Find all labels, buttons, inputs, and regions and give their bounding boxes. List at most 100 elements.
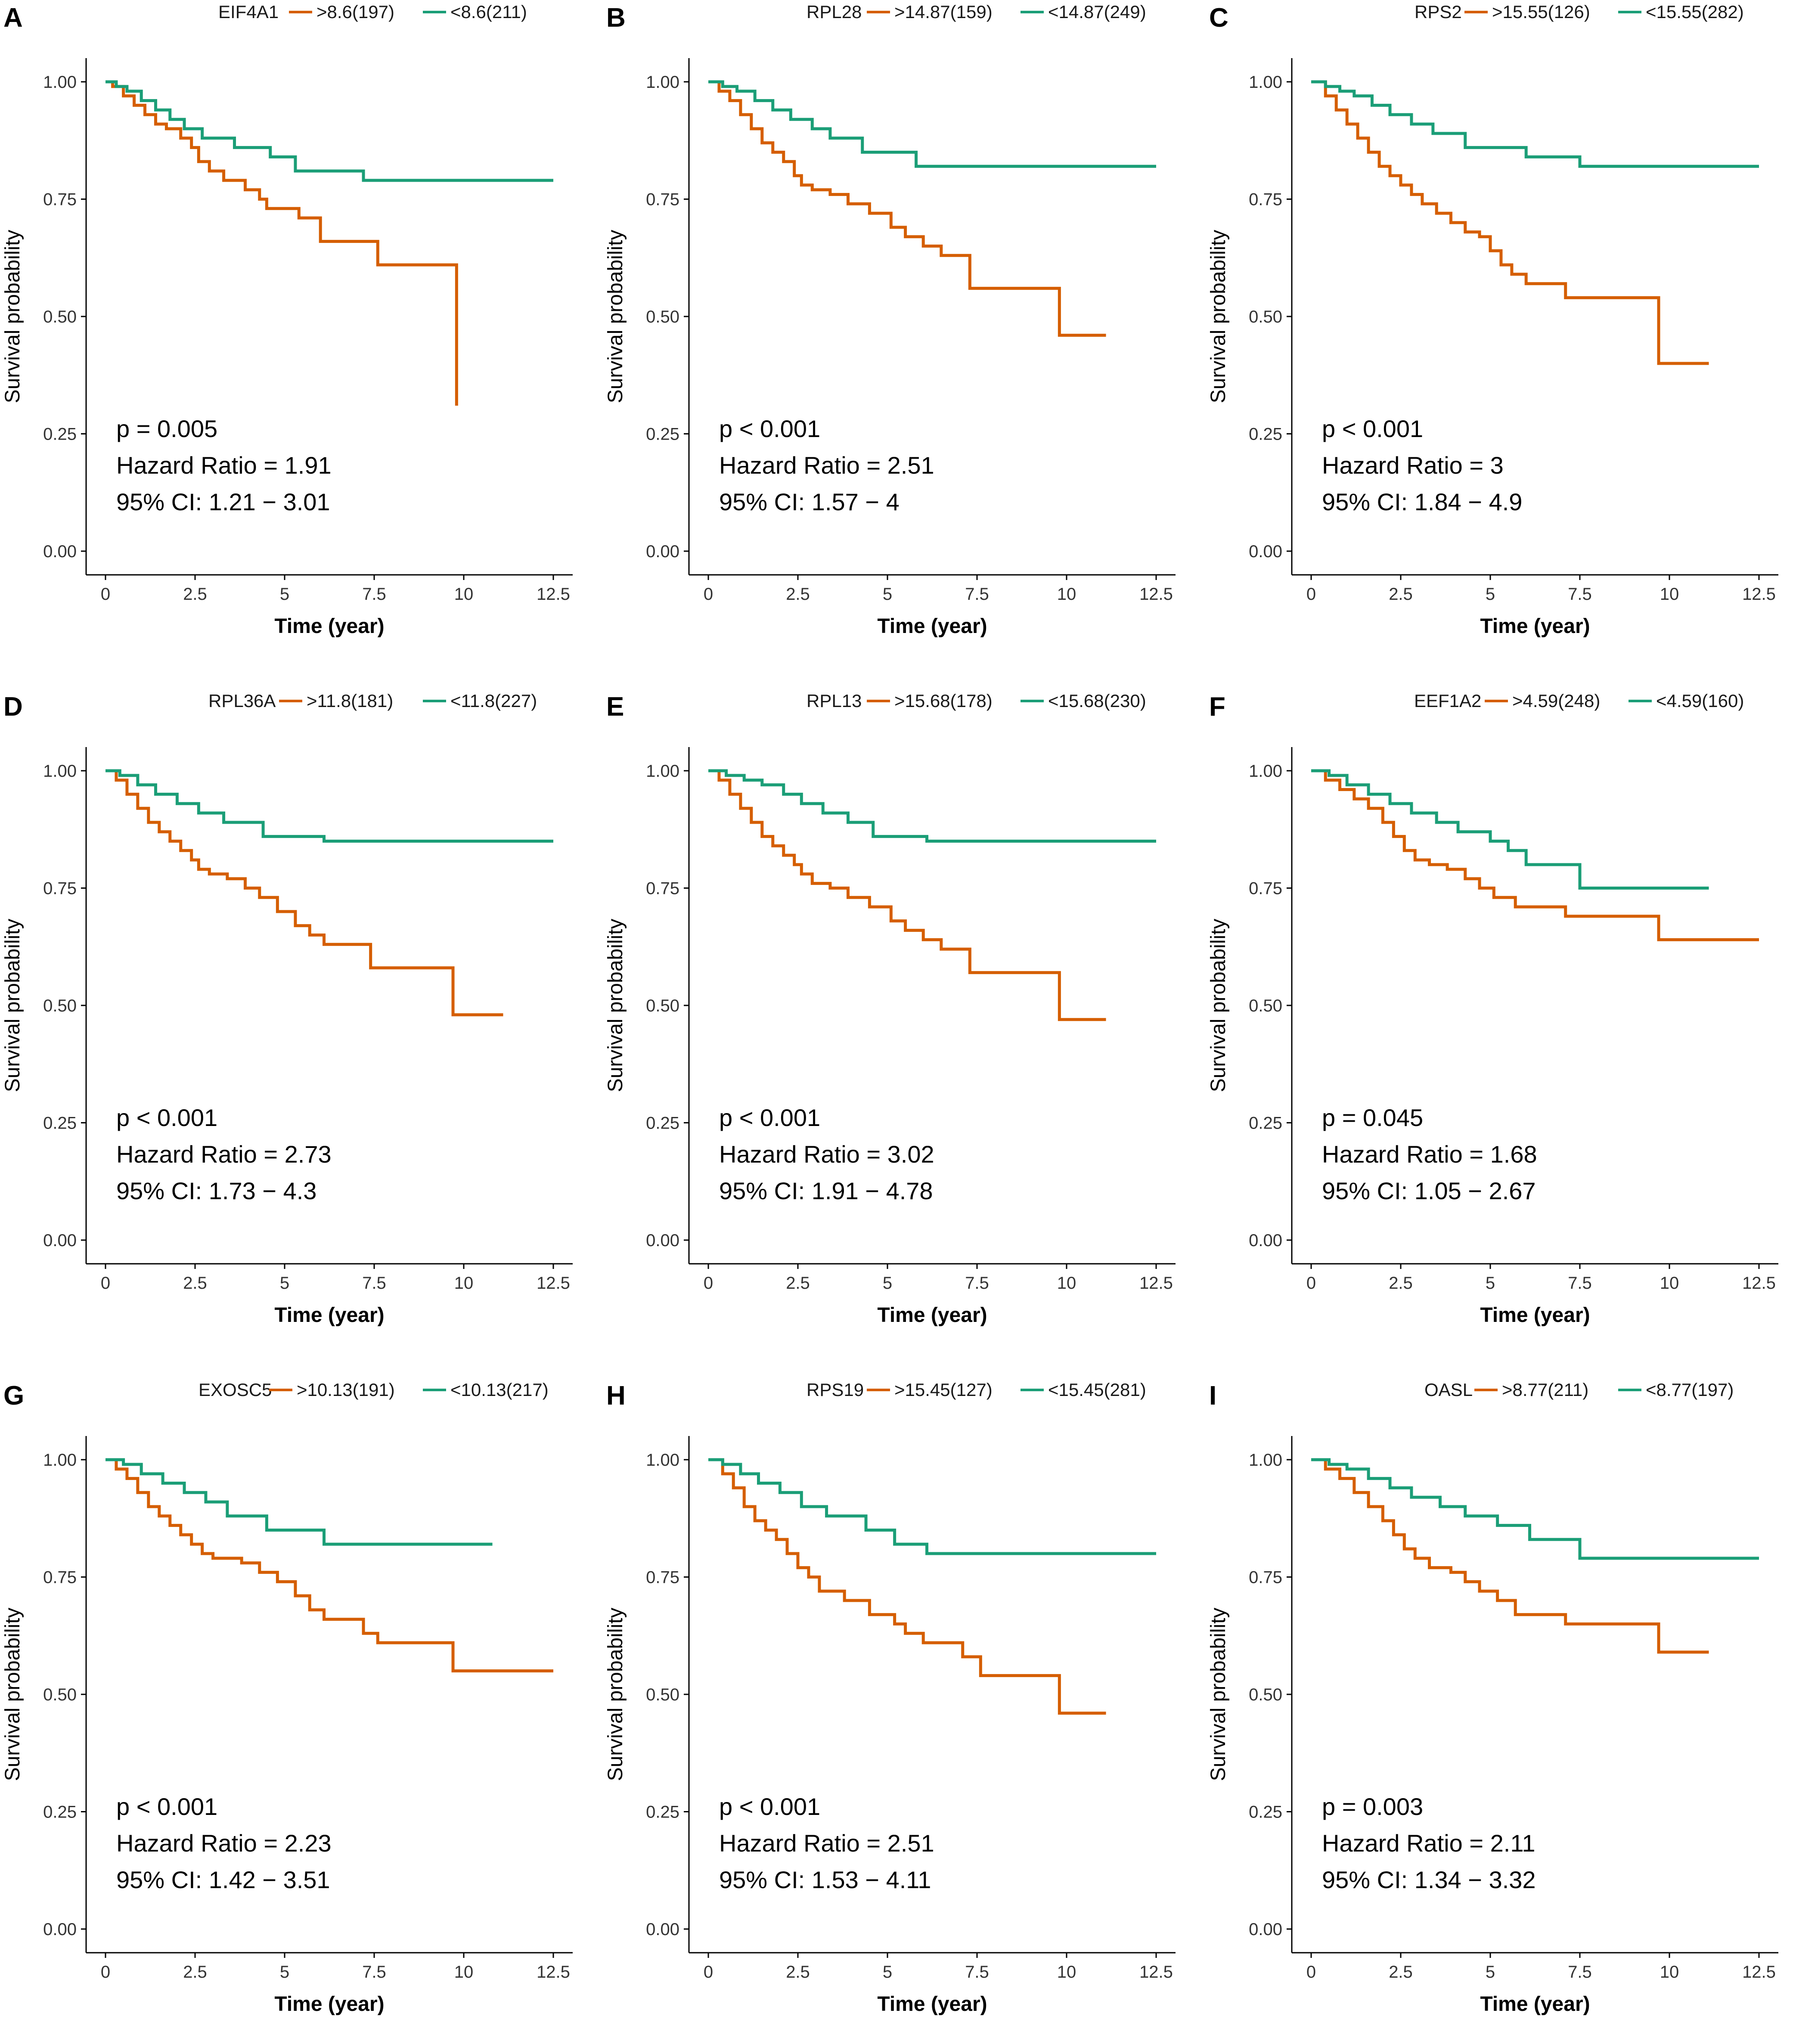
km-curve-high	[708, 1458, 1106, 1715]
x-tick-label: 10	[1057, 585, 1076, 604]
legend-title: RPL13	[807, 691, 862, 711]
y-tick-label: 0.50	[1249, 1685, 1282, 1704]
y-tick-label: 0.75	[1249, 190, 1282, 209]
panel-h: H RPS19 >15.45(127) <15.45(281) 0.00 0.25 0.50…	[604, 1380, 1176, 2016]
x-tick-label: 0	[704, 1963, 713, 1982]
y-tick-label: 0.75	[43, 1568, 77, 1587]
y-tick-label: 0.00	[1249, 542, 1282, 561]
confidence-interval-label: 95% CI: 1.05 − 2.67	[1322, 1177, 1536, 1204]
hazard-ratio-label: Hazard Ratio = 3.02	[719, 1141, 934, 1168]
x-axis-title: Time (year)	[877, 1304, 987, 1327]
x-tick-label: 7.5	[965, 1963, 989, 1982]
legend-label-low: <10.13(217)	[450, 1380, 549, 1400]
legend-label-high: >15.45(127)	[894, 1380, 993, 1400]
y-axis-title: Survival probability	[1207, 230, 1230, 403]
y-tick-label: 0.50	[646, 1685, 679, 1704]
panel-letter: G	[3, 1381, 24, 1411]
hazard-ratio-label: Hazard Ratio = 2.51	[719, 1830, 934, 1857]
y-axis-title: Survival probability	[1, 1608, 24, 1781]
x-tick-label: 5	[883, 1274, 892, 1293]
x-tick-label: 2.5	[183, 1963, 207, 1982]
x-tick-label: 0	[1306, 585, 1316, 604]
y-tick-label: 0.00	[1249, 1920, 1282, 1939]
legend-label-high: >8.77(211)	[1502, 1380, 1588, 1400]
confidence-interval-label: 95% CI: 1.42 − 3.51	[116, 1866, 330, 1893]
p-value-label: p < 0.001	[719, 1104, 820, 1131]
x-tick-label: 12.5	[537, 1963, 570, 1982]
hazard-ratio-label: Hazard Ratio = 1.68	[1322, 1141, 1537, 1168]
x-tick-label: 12.5	[1139, 1274, 1173, 1293]
x-tick-label: 12.5	[537, 1274, 570, 1293]
y-tick-label: 0.25	[43, 1114, 77, 1133]
km-curve-low	[1311, 80, 1759, 168]
x-tick-label: 10	[1660, 585, 1679, 604]
km-curve-low	[1311, 1458, 1759, 1560]
x-tick-label: 12.5	[1139, 585, 1173, 604]
y-tick-label: 0.00	[43, 542, 77, 561]
y-axis-title: Survival probability	[604, 1608, 627, 1781]
panel-i: I OASL >8.77(211) <8.77(197) 0.00 0.25 0.50 0.7…	[1207, 1380, 1778, 2016]
confidence-interval-label: 95% CI: 1.57 − 4	[719, 488, 900, 515]
p-value-label: p = 0.045	[1322, 1104, 1423, 1131]
p-value-label: p < 0.001	[116, 1793, 217, 1820]
x-tick-label: 5	[883, 1963, 892, 1982]
y-tick-label: 1.00	[646, 762, 679, 781]
x-axis-title: Time (year)	[877, 1993, 987, 2016]
hazard-ratio-label: Hazard Ratio = 3	[1322, 452, 1504, 479]
confidence-interval-label: 95% CI: 1.53 − 4.11	[719, 1866, 931, 1893]
x-tick-label: 5	[280, 1274, 289, 1293]
y-tick-label: 0.50	[43, 307, 77, 326]
x-tick-label: 2.5	[786, 1274, 810, 1293]
x-tick-label: 12.5	[1139, 1963, 1173, 1982]
km-curve-low	[708, 769, 1156, 843]
y-tick-label: 0.00	[646, 1231, 679, 1250]
legend-label-high: >15.68(178)	[894, 691, 993, 711]
legend-label-low: <8.77(197)	[1646, 1380, 1734, 1400]
km-curve-high	[105, 769, 503, 1017]
panel-g: G EXOSC5 >10.13(191) <10.13(217) 0.00 0.25 0.5…	[1, 1380, 573, 2016]
x-tick-label: 2.5	[1389, 1963, 1413, 1982]
km-curve-high	[708, 769, 1106, 1021]
legend-label-high: >8.6(197)	[316, 2, 394, 22]
x-tick-label: 7.5	[965, 585, 989, 604]
panel-b: B RPL28 >14.87(159) <14.87(249) 0.00 0.25 0.50…	[604, 2, 1176, 638]
legend-label-high: >14.87(159)	[894, 2, 993, 22]
legend-label-low: <15.45(281)	[1048, 1380, 1146, 1400]
y-tick-label: 0.00	[1249, 1231, 1282, 1250]
x-tick-label: 2.5	[183, 1274, 207, 1293]
x-tick-label: 0	[1306, 1274, 1316, 1293]
x-tick-label: 0	[704, 585, 713, 604]
legend-label-high: >11.8(181)	[307, 691, 393, 711]
y-tick-label: 0.25	[43, 1803, 77, 1822]
confidence-interval-label: 95% CI: 1.84 − 4.9	[1322, 488, 1522, 515]
y-tick-label: 0.75	[646, 1568, 679, 1587]
x-tick-label: 7.5	[965, 1274, 989, 1293]
panel-letter: B	[606, 3, 626, 33]
y-tick-label: 0.25	[43, 425, 77, 444]
km-curve-low	[105, 769, 553, 843]
x-tick-label: 10	[1057, 1274, 1076, 1293]
legend-label-high: >10.13(191)	[297, 1380, 395, 1400]
legend-title: RPS19	[807, 1380, 864, 1400]
x-axis-title: Time (year)	[274, 1304, 384, 1327]
y-tick-label: 1.00	[1249, 73, 1282, 92]
y-tick-label: 0.50	[646, 996, 679, 1015]
x-tick-label: 2.5	[1389, 585, 1413, 604]
y-axis-title: Survival probability	[1207, 919, 1230, 1092]
km-curve-high	[105, 80, 458, 406]
x-tick-label: 2.5	[786, 585, 810, 604]
legend-label-high: >4.59(248)	[1512, 691, 1600, 711]
y-tick-label: 0.75	[646, 190, 679, 209]
x-axis-title: Time (year)	[877, 615, 987, 638]
y-tick-label: 0.50	[1249, 307, 1282, 326]
hazard-ratio-label: Hazard Ratio = 2.73	[116, 1141, 332, 1168]
legend-label-low: <15.68(230)	[1048, 691, 1146, 711]
y-tick-label: 1.00	[43, 1451, 77, 1470]
x-tick-label: 7.5	[1568, 1963, 1592, 1982]
x-tick-label: 5	[883, 585, 892, 604]
legend-label-low: <14.87(249)	[1048, 2, 1146, 22]
legend-title: RPL36A	[208, 691, 276, 711]
legend-title: OASL	[1424, 1380, 1473, 1400]
legend-label-high: >15.55(126)	[1492, 2, 1590, 22]
y-axis-title: Survival probability	[1, 919, 24, 1092]
